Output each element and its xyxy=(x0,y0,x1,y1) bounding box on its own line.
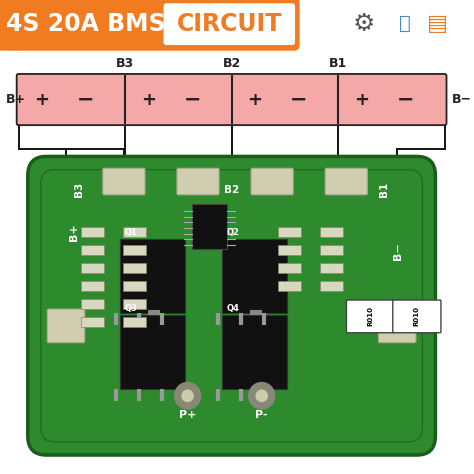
FancyBboxPatch shape xyxy=(103,168,145,195)
FancyBboxPatch shape xyxy=(251,168,293,195)
Bar xyxy=(148,310,160,315)
Text: B−: B− xyxy=(452,93,472,106)
Text: P-: P- xyxy=(255,410,268,420)
Text: B2: B2 xyxy=(224,184,239,195)
Text: 4S 20A BMS: 4S 20A BMS xyxy=(6,12,165,36)
Bar xyxy=(192,204,227,249)
Bar xyxy=(81,281,104,291)
Text: Q2: Q2 xyxy=(227,228,240,237)
Text: +: + xyxy=(354,91,369,109)
Text: B−: B− xyxy=(393,242,403,260)
Text: +: + xyxy=(141,91,156,109)
Text: B3: B3 xyxy=(116,57,134,70)
FancyBboxPatch shape xyxy=(47,309,85,343)
Bar xyxy=(81,227,104,237)
Text: P+: P+ xyxy=(179,410,196,420)
FancyBboxPatch shape xyxy=(378,309,416,343)
Bar xyxy=(81,245,104,255)
Bar xyxy=(123,263,146,273)
Text: B3: B3 xyxy=(74,182,84,197)
FancyBboxPatch shape xyxy=(17,74,447,125)
Text: 🛍: 🛍 xyxy=(400,14,411,33)
Text: −: − xyxy=(183,90,201,109)
Text: B+: B+ xyxy=(6,93,26,106)
Bar xyxy=(250,310,262,315)
Bar xyxy=(123,245,146,255)
Text: R010: R010 xyxy=(367,306,374,327)
Text: −: − xyxy=(77,90,94,109)
FancyBboxPatch shape xyxy=(177,168,219,195)
Bar xyxy=(278,263,301,273)
Text: B+: B+ xyxy=(69,223,79,241)
Text: +: + xyxy=(34,91,49,109)
Bar xyxy=(81,299,104,309)
Bar xyxy=(222,315,287,389)
Bar xyxy=(319,227,343,237)
FancyBboxPatch shape xyxy=(0,0,300,51)
FancyBboxPatch shape xyxy=(28,156,436,455)
Bar xyxy=(123,227,146,237)
Text: CIRCUIT: CIRCUIT xyxy=(177,12,282,36)
Bar xyxy=(120,239,185,313)
Bar xyxy=(120,315,185,389)
Text: B2: B2 xyxy=(222,57,241,70)
Bar xyxy=(319,281,343,291)
Text: ⚙: ⚙ xyxy=(352,12,375,36)
Circle shape xyxy=(182,390,193,401)
FancyBboxPatch shape xyxy=(346,300,395,333)
Text: −: − xyxy=(397,90,414,109)
Bar xyxy=(123,299,146,309)
Bar xyxy=(123,281,146,291)
Circle shape xyxy=(256,390,267,401)
Bar xyxy=(222,239,287,313)
Text: B1: B1 xyxy=(380,182,390,197)
FancyBboxPatch shape xyxy=(162,2,296,46)
Bar xyxy=(319,245,343,255)
Bar xyxy=(278,281,301,291)
Text: Q1: Q1 xyxy=(125,228,138,237)
Text: ▤: ▤ xyxy=(427,14,448,34)
Text: −: − xyxy=(290,90,308,109)
Bar xyxy=(123,317,146,327)
Bar xyxy=(278,227,301,237)
Text: +: + xyxy=(247,91,262,109)
FancyBboxPatch shape xyxy=(393,300,441,333)
Bar xyxy=(319,263,343,273)
Text: Q3: Q3 xyxy=(125,304,138,313)
Bar xyxy=(278,245,301,255)
Text: B1: B1 xyxy=(329,57,347,70)
Circle shape xyxy=(174,383,201,409)
Circle shape xyxy=(249,383,274,409)
Text: R010: R010 xyxy=(414,306,420,327)
Bar xyxy=(81,317,104,327)
Bar xyxy=(81,263,104,273)
FancyBboxPatch shape xyxy=(325,168,367,195)
Text: Q4: Q4 xyxy=(227,304,240,313)
